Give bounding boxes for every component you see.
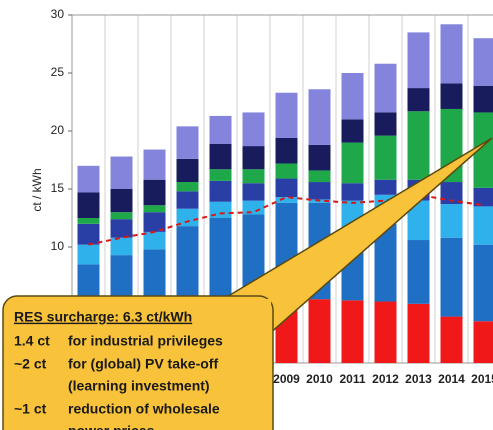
- callout-amount: 1.4 ct: [14, 333, 50, 349]
- y-tick-label: 20: [51, 123, 65, 137]
- x-tick-label: 2012: [372, 372, 399, 386]
- bar-segment: [407, 88, 430, 112]
- bar-segment: [341, 73, 364, 120]
- callout-cover: [215, 299, 271, 333]
- bar-segment: [341, 119, 364, 143]
- bar-segment: [374, 63, 397, 113]
- bar-segment: [176, 191, 199, 209]
- bar-segment: [341, 183, 364, 201]
- bar-segment: [275, 92, 298, 138]
- bar-segment: [440, 237, 463, 317]
- bar-segment: [473, 112, 493, 188]
- x-tick-label: 2013: [405, 372, 432, 386]
- bar-segment: [341, 300, 364, 363]
- x-tick-label: 2011: [339, 372, 365, 386]
- bar-segment: [77, 165, 100, 193]
- callout-amount: ~1 ct: [14, 401, 47, 417]
- bar-segment: [209, 115, 232, 144]
- bar-segment: [473, 38, 493, 86]
- bar-segment: [143, 231, 166, 250]
- bar-segment: [407, 200, 430, 241]
- callout-box: [2, 295, 274, 430]
- bar-segment: [473, 187, 493, 207]
- bar-segment: [143, 205, 166, 213]
- bar-segment: [308, 89, 331, 145]
- x-tick-label: 2010: [306, 372, 333, 386]
- callout-text: (learning investment): [68, 378, 210, 394]
- bar-segment: [275, 137, 298, 164]
- bar-segment: [374, 179, 397, 195]
- bar-segment: [110, 156, 133, 189]
- bar-segment: [440, 83, 463, 109]
- bar-segment: [275, 163, 298, 179]
- x-tick-label: 2015: [471, 372, 493, 386]
- y-axis-label: ct / kWh: [30, 168, 44, 211]
- bar-segment: [374, 135, 397, 180]
- bar-segment: [374, 223, 397, 302]
- bar-segment: [242, 146, 265, 170]
- x-tick-label: 2014: [438, 372, 465, 386]
- bar-segment: [209, 180, 232, 202]
- bar-segment: [242, 169, 265, 184]
- bar-segment: [77, 223, 100, 245]
- bar-segment: [242, 183, 265, 201]
- bar-segment: [440, 204, 463, 238]
- y-tick-label: 30: [51, 7, 65, 21]
- bar-segment: [110, 212, 133, 220]
- bar-segment: [209, 169, 232, 181]
- bar-segment: [143, 179, 166, 206]
- bar-segment: [407, 111, 430, 180]
- bar-segment: [407, 303, 430, 363]
- callout-text: power prices: [68, 423, 155, 430]
- y-tick-label: 25: [51, 65, 65, 79]
- bar-segment: [308, 170, 331, 183]
- callout-text: for industrial privileges: [68, 333, 223, 349]
- bar-segment: [308, 182, 331, 200]
- bar-segment: [176, 208, 199, 227]
- x-tick-label: 2009: [273, 372, 300, 386]
- bar-segment: [110, 219, 133, 238]
- bar-segment: [275, 202, 298, 271]
- bar-segment: [176, 158, 199, 183]
- bar-segment: [374, 112, 397, 136]
- bar-segment: [473, 321, 493, 363]
- bar-segment: [209, 143, 232, 170]
- bar-segment: [143, 149, 166, 180]
- bar-segment: [473, 206, 493, 245]
- bar-segment: [440, 316, 463, 363]
- bar-segment: [176, 182, 199, 192]
- bar-segment: [242, 112, 265, 147]
- bar-segment: [143, 212, 166, 232]
- bar-segment: [407, 240, 430, 304]
- bar-segment: [176, 126, 199, 159]
- bar-segment: [440, 182, 463, 205]
- bar-segment: [473, 85, 493, 113]
- bar-segment: [77, 192, 100, 218]
- bar-segment: [275, 197, 298, 203]
- bar-segment: [473, 244, 493, 322]
- bar-segment: [77, 218, 100, 224]
- bar-segment: [242, 200, 265, 215]
- callout-amount: ~2 ct: [14, 356, 47, 372]
- y-tick-label: 10: [51, 239, 65, 253]
- callout-text: for (global) PV take-off: [68, 356, 218, 372]
- bar-segment: [308, 144, 331, 171]
- bar-segment: [110, 189, 133, 213]
- callout-text: reduction of wholesale: [68, 401, 220, 417]
- bar-segment: [275, 178, 298, 198]
- y-tick-label: 15: [51, 181, 65, 195]
- bar-segment: [110, 237, 133, 256]
- bar-segment: [341, 142, 364, 184]
- bar-segment: [308, 299, 331, 363]
- callout-title: RES surcharge: 6.3 ct/kWh: [14, 309, 192, 325]
- bar-segment: [440, 24, 463, 84]
- bar-segment: [374, 301, 397, 363]
- bar-segment: [77, 244, 100, 265]
- bar-segment: [407, 32, 430, 89]
